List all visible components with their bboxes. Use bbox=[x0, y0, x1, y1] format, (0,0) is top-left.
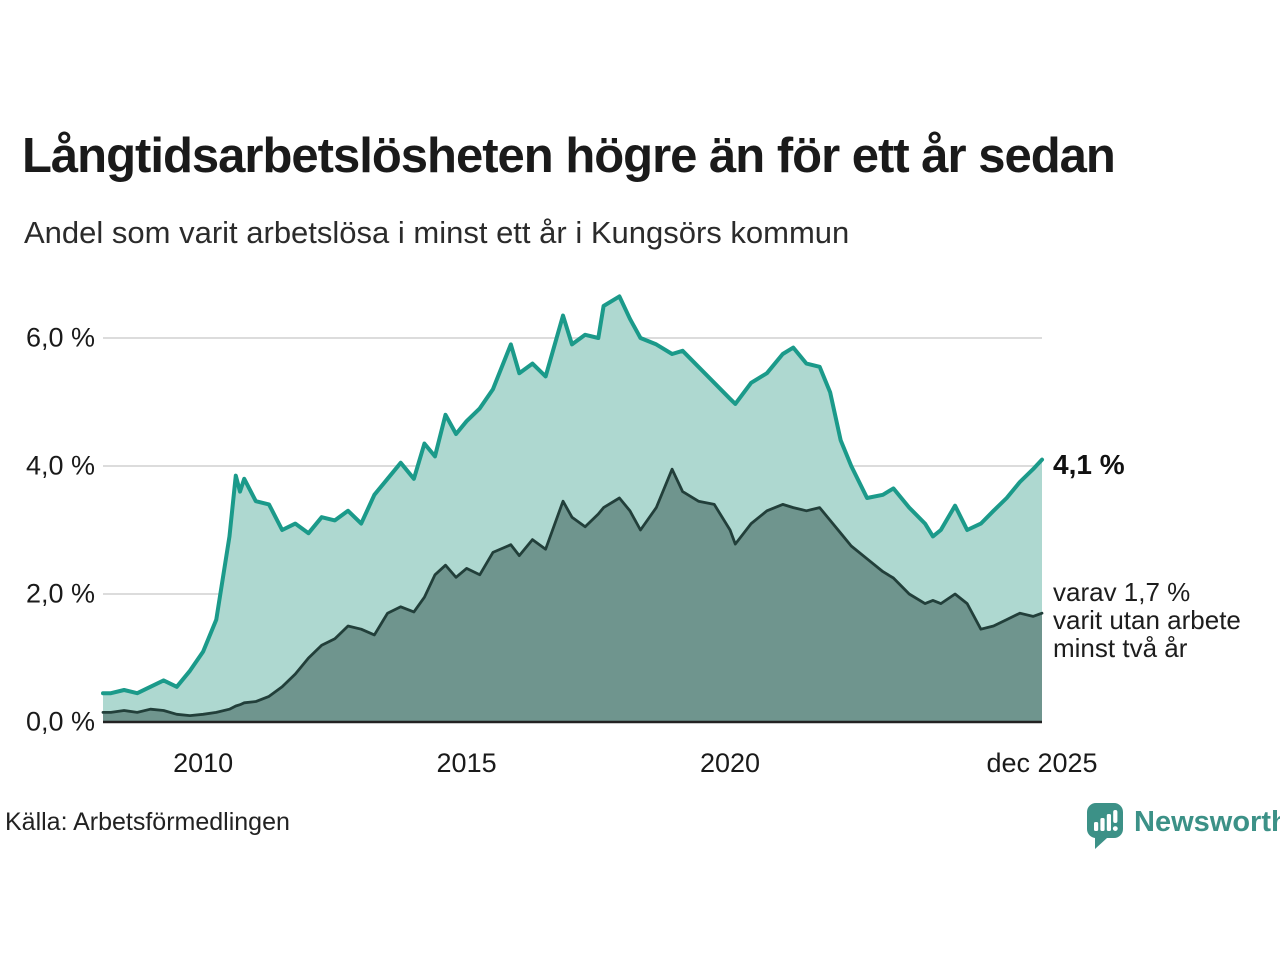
line-two-years bbox=[101, 467, 1044, 717]
y-tick-label: 0,0 % bbox=[25, 706, 95, 737]
chart-subtitle: Andel som varit arbetslösa i minst ett å… bbox=[24, 215, 850, 250]
y-tick-label: 4,0 % bbox=[25, 450, 95, 481]
page-title: Långtidsarbetslösheten högre än för ett … bbox=[22, 129, 1116, 183]
source-attribution: Källa: Arbetsförmedlingen bbox=[5, 808, 290, 836]
x-tick-label: dec 2025 bbox=[986, 748, 1098, 778]
series-two-years-end-note: varav 1,7 % varit utan arbete minst två … bbox=[1053, 577, 1241, 663]
y-tick-label: 6,0 % bbox=[25, 322, 95, 353]
newsworthy-brand-name: Newsworthy bbox=[1134, 806, 1280, 838]
y-tick-label: 2,0 % bbox=[25, 578, 95, 609]
x-tick-label: 2010 bbox=[173, 748, 234, 778]
series-total-end-value-label: 4,1 % bbox=[1053, 449, 1125, 480]
line-total bbox=[101, 294, 1044, 696]
x-tick-label: 2020 bbox=[700, 748, 761, 778]
x-tick-label: 2015 bbox=[436, 748, 497, 778]
newsworthy-brand: Newsworthy bbox=[1086, 802, 1280, 850]
newsworthy-logo-icon bbox=[1086, 803, 1123, 849]
area-two-years bbox=[103, 469, 1042, 722]
